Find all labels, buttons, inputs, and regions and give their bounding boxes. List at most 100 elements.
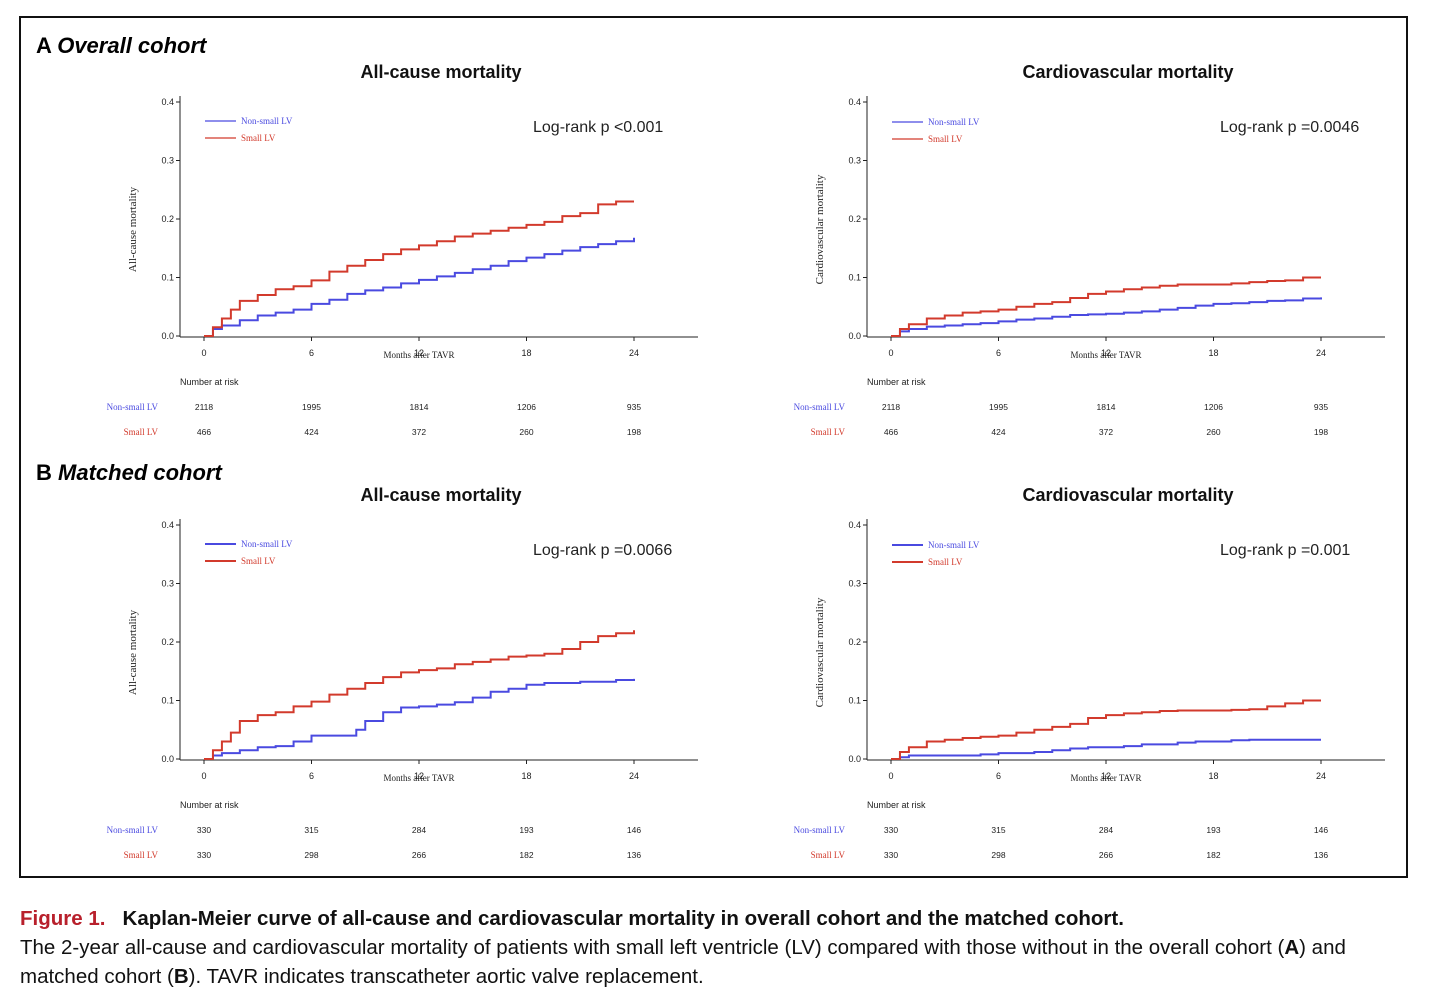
log-rank-annotation: Log-rank p <0.001 [533,119,663,136]
y-tick-label: 0.1 [848,696,861,706]
x-tick-label: 18 [521,348,531,358]
risk-table-header: Number at risk [180,377,239,387]
risk-count: 266 [412,850,426,860]
log-rank-annotation: Log-rank p =0.0046 [1220,119,1359,136]
risk-count: 298 [304,850,318,860]
log-rank-annotation: Log-rank p =0.0066 [533,542,672,559]
km-curve-non-small-lv [891,738,1321,760]
risk-count: 284 [412,825,426,835]
risk-count: 315 [304,825,318,835]
km-curve-small-lv [204,200,634,337]
risk-count: 372 [412,427,426,437]
risk-count: 182 [1206,850,1220,860]
km-curve-non-small-lv [204,678,635,760]
y-tick-label: 0.0 [848,754,861,764]
y-tick-label: 0.2 [848,637,861,647]
y-tick-label: 0.0 [161,331,174,341]
chart-overall-all-cause: All-cause mortality 0.0 0.1 0.2 0.3 0.4 0 6 12 18… [30,55,710,455]
y-tick-label: 0.4 [161,97,174,107]
x-axis-label: Months after TAVR [1071,350,1142,360]
caption-body-3: ). TAVR indicates transcatheter aortic v… [188,965,704,988]
risk-row-label-small-lv: Small LV [124,850,159,860]
risk-count: 198 [1314,427,1328,437]
risk-count: 182 [519,850,533,860]
risk-count: 1995 [302,402,321,412]
caption-bold-b: B [173,965,189,988]
y-tick-label: 0.2 [848,214,861,224]
risk-row-label-non-small-lv: Non-small LV [794,825,846,835]
legend-label-non-small-lv: Non-small LV [241,539,293,549]
risk-count: 193 [1206,825,1220,835]
risk-row-label-small-lv: Small LV [811,850,846,860]
risk-count: 315 [991,825,1005,835]
risk-count: 1206 [517,402,536,412]
section-a-letter: A [36,33,52,58]
figure-caption: Figure 1. Kaplan-Meier curve of all-caus… [20,904,1415,991]
x-tick-label: 18 [521,771,531,781]
y-tick-label: 0.1 [161,273,174,283]
chart-svg: Cardiovascular mortality 0.0 0.1 0.2 0.3 0.4 0… [794,485,1385,860]
chart-title: All-cause mortality [360,62,521,82]
risk-count: 330 [884,850,898,860]
km-curve-small-lv [204,630,635,760]
chart-title: All-cause mortality [360,485,521,505]
x-tick-label: 18 [1208,771,1218,781]
x-axis-label: Months after TAVR [384,773,455,783]
legend-label-non-small-lv: Non-small LV [241,116,293,126]
y-tick-label: 0.3 [848,156,861,166]
y-tick-label: 0.3 [848,579,861,589]
section-a-name: Overall cohort [57,33,207,58]
x-tick-label: 0 [888,348,893,358]
risk-count: 1206 [1204,402,1223,412]
x-axis-label: Months after TAVR [1071,773,1142,783]
risk-count: 424 [991,427,1005,437]
x-tick-label: 24 [629,771,639,781]
risk-count: 935 [1314,402,1328,412]
x-tick-label: 0 [201,771,206,781]
section-b-letter: B [36,460,52,485]
x-tick-label: 6 [996,771,1001,781]
x-tick-label: 18 [1208,348,1218,358]
x-tick-label: 24 [1316,348,1326,358]
y-tick-label: 0.4 [161,520,174,530]
y-tick-label: 0.0 [161,754,174,764]
chart-matched-all-cause: All-cause mortality 0.0 0.1 0.2 0.3 0.4 0 6 12 18… [30,478,710,878]
risk-count: 136 [1314,850,1328,860]
risk-row-label-non-small-lv: Non-small LV [794,402,846,412]
risk-count: 466 [884,427,898,437]
y-tick-label: 0.2 [161,637,174,647]
caption-figure-label: Figure 1. [20,907,106,930]
y-axis-label: All-cause mortality [127,186,139,272]
x-tick-label: 6 [309,348,314,358]
caption-bold-a: A [1284,936,1300,959]
risk-count: 136 [627,850,641,860]
legend-label-small-lv: Small LV [928,134,963,144]
figure-frame [19,16,1408,878]
section-b-label: B Matched cohort [36,460,222,486]
x-tick-label: 24 [1316,771,1326,781]
risk-count: 193 [519,825,533,835]
risk-row-label-small-lv: Small LV [811,427,846,437]
risk-count: 330 [197,850,211,860]
chart-overall-cardiovascular: Cardiovascular mortality 0.0 0.1 0.2 0.3 0.4 0… [717,55,1397,455]
log-rank-annotation: Log-rank p =0.001 [1220,542,1350,559]
legend-label-non-small-lv: Non-small LV [928,540,980,550]
risk-table-header: Number at risk [867,800,926,810]
legend-label-small-lv: Small LV [928,557,963,567]
x-axis-label: Months after TAVR [384,350,455,360]
risk-count: 424 [304,427,318,437]
y-axis-label: All-cause mortality [127,609,139,695]
x-tick-label: 12 [414,348,424,358]
y-tick-label: 0.1 [161,696,174,706]
y-tick-label: 0.4 [848,97,861,107]
risk-count: 266 [1099,850,1113,860]
risk-count: 260 [519,427,533,437]
y-tick-label: 0.3 [161,579,174,589]
chart-svg: All-cause mortality 0.0 0.1 0.2 0.3 0.4 0 6 12 18… [107,485,698,860]
y-tick-label: 0.0 [848,331,861,341]
risk-row-label-non-small-lv: Non-small LV [107,402,159,412]
risk-count: 935 [627,402,641,412]
chart-svg: Cardiovascular mortality 0.0 0.1 0.2 0.3 0.4 0… [794,62,1385,437]
x-tick-label: 12 [1101,771,1111,781]
risk-count: 298 [991,850,1005,860]
